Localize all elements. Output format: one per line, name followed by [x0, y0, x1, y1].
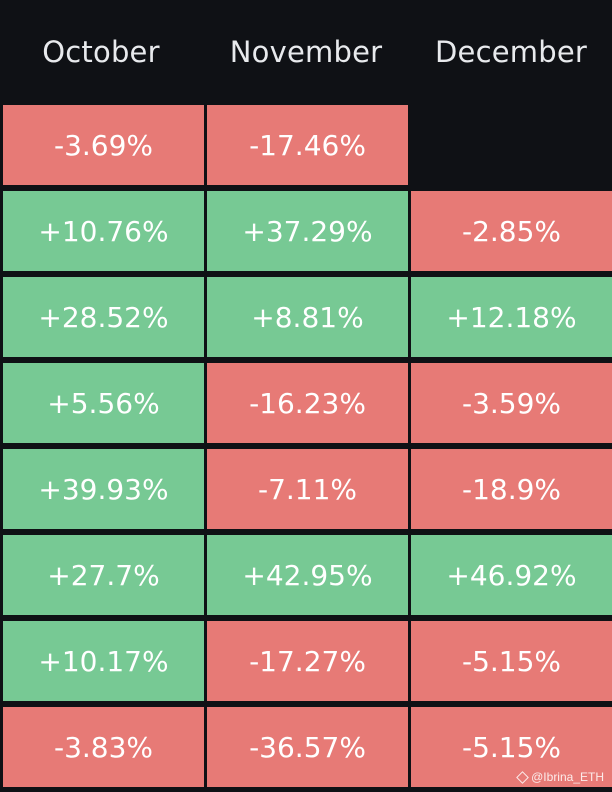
table-cell-r4-c1: -7.11% [207, 449, 408, 529]
table-cell-r7-c1: -36.57% [207, 707, 408, 787]
table-cell-r7-c2: -5.15% [411, 707, 612, 787]
table-cell-r5-c2: +46.92% [411, 535, 612, 615]
table-cell-r2-c1: +8.81% [207, 277, 408, 357]
table-cell-r3-c0: +5.56% [3, 363, 204, 443]
table-cell-r5-c1: +42.95% [207, 535, 408, 615]
table-cell-r6-c2: -5.15% [411, 621, 612, 701]
table-cell-r1-c1: +37.29% [207, 191, 408, 271]
table-cell-r2-c2: +12.18% [411, 277, 612, 357]
table-cell-r6-c1: -17.27% [207, 621, 408, 701]
column-header-october: October [42, 35, 160, 69]
binance-diamond-icon [516, 770, 529, 784]
watermark-text: @Ibrina_ETH [531, 770, 604, 784]
table-cell-r3-c2: -3.59% [411, 363, 612, 443]
table-cell-r0-c1: -17.46% [207, 105, 408, 185]
table-cell-r3-c1: -16.23% [207, 363, 408, 443]
table-cell-r1-c0: +10.76% [3, 191, 204, 271]
watermark: @Ibrina_ETH [516, 770, 604, 784]
table-cell-r1-c2: -2.85% [411, 191, 612, 271]
table-cell-r5-c0: +27.7% [3, 535, 204, 615]
table-cell-r2-c0: +28.52% [3, 277, 204, 357]
table-cell-r4-c2: -18.9% [411, 449, 612, 529]
column-header-december: December [435, 35, 587, 69]
table-cell-r0-c0: -3.69% [3, 105, 204, 185]
table-cell-r6-c0: +10.17% [3, 621, 204, 701]
table-cell-r7-c0: -3.83% [3, 707, 204, 787]
table-cell-r4-c0: +39.93% [3, 449, 204, 529]
column-header-november: November [229, 35, 383, 69]
table-header-row: October November December [0, 0, 612, 104]
